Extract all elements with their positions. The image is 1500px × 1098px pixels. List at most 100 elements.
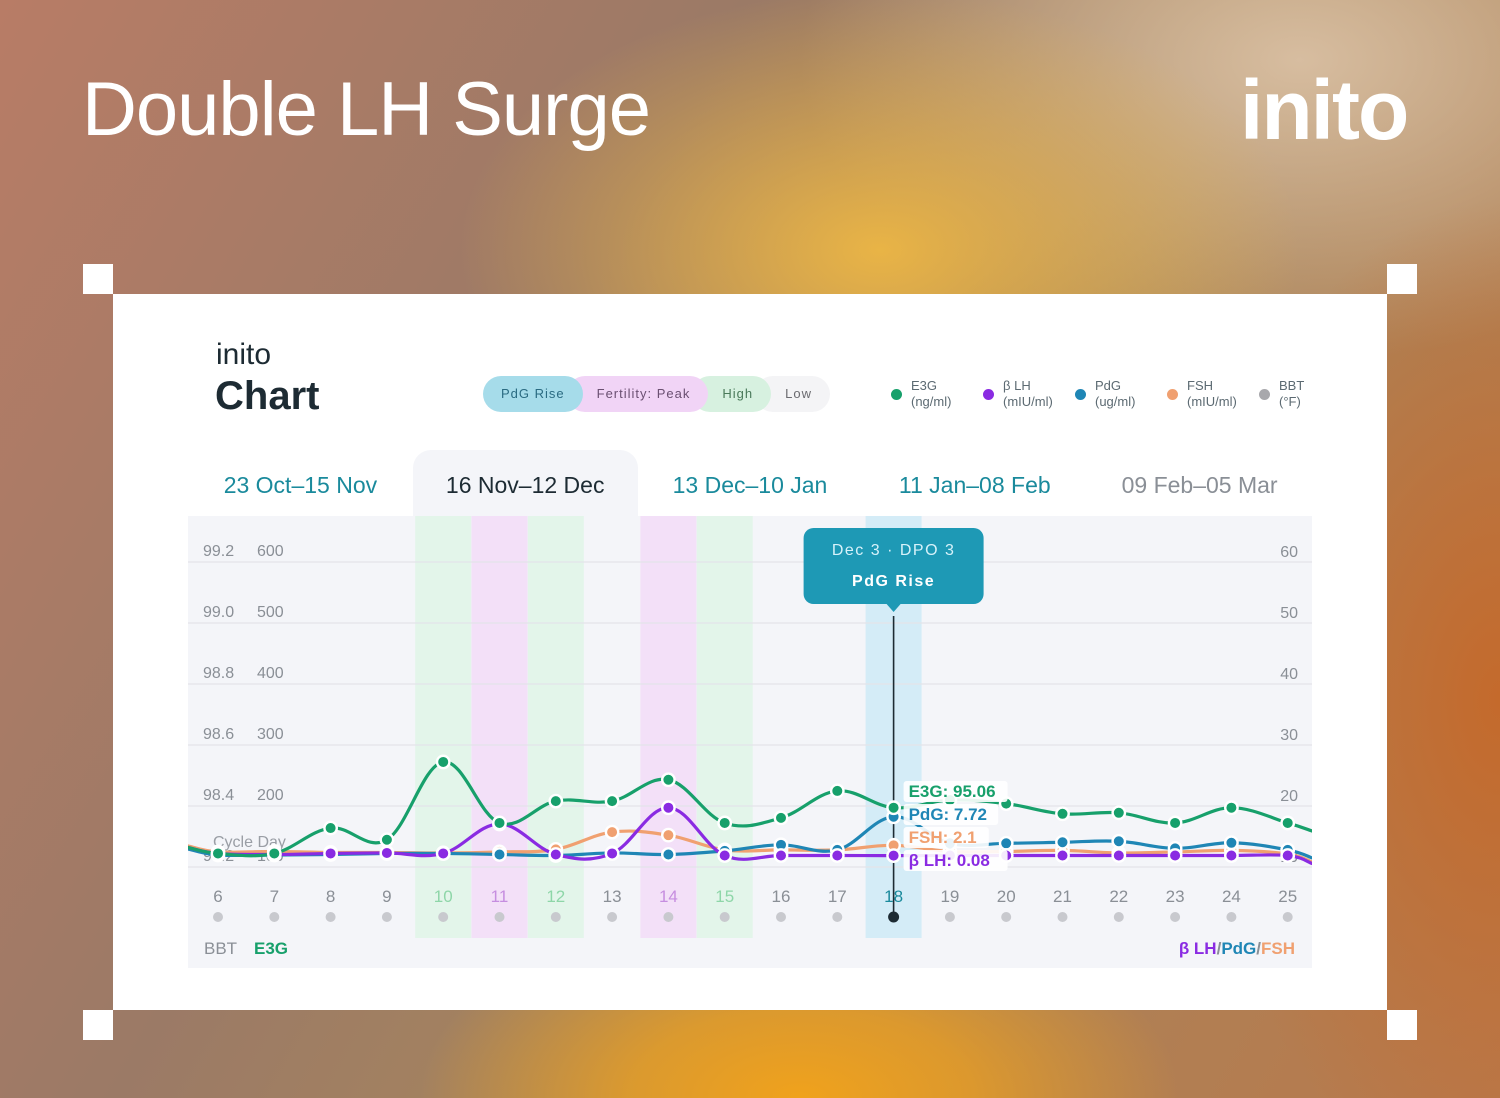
bbt-axis-label: BBT bbox=[204, 939, 237, 958]
phase-band-day-14 bbox=[640, 516, 697, 938]
phase-band-day-10 bbox=[415, 516, 472, 938]
e3g-tick-label: 400 bbox=[257, 665, 284, 682]
readout-pdg: PdG: 7.72 bbox=[909, 805, 987, 824]
point-fsh-day-14 bbox=[660, 827, 676, 843]
legend-bbt-unit: (°F) bbox=[1279, 394, 1301, 409]
right-axis-tick-label: 50 bbox=[1280, 605, 1298, 622]
legend-fsh-unit: (mIU/ml) bbox=[1187, 394, 1237, 409]
legend-bbt-name: BBT bbox=[1279, 378, 1305, 393]
point-e3g-day-22 bbox=[1111, 805, 1127, 821]
tab-cycle-5[interactable]: 09 Feb–05 Mar bbox=[1121, 472, 1278, 498]
point-lh-day-15 bbox=[717, 848, 733, 863]
point-lh-day-21 bbox=[1055, 848, 1070, 863]
legend-dot-lh bbox=[983, 388, 994, 400]
cycle-day-label: Cycle Day bbox=[213, 834, 286, 851]
tab-cycle-2[interactable]: 16 Nov–12 Dec bbox=[412, 450, 638, 516]
point-lh-day-14 bbox=[660, 800, 676, 816]
day-label: 14 bbox=[659, 887, 678, 906]
day-label: 11 bbox=[491, 887, 509, 906]
bbt-dot-day-13 bbox=[607, 912, 618, 922]
bbt-dot-day-9 bbox=[381, 912, 392, 922]
frame-corner-bottom-right bbox=[1387, 1010, 1417, 1040]
e3g-tick-label: 600 bbox=[257, 543, 284, 560]
day-label: 16 bbox=[772, 887, 791, 906]
phase-band-day-15 bbox=[696, 516, 753, 938]
phase-pill-pdg-rise: PdG Rise bbox=[483, 376, 583, 412]
phase-pill-fertility-peak: Fertility: Peak bbox=[566, 376, 709, 412]
frame-corner-top-right bbox=[1387, 264, 1417, 294]
point-lh-day-24 bbox=[1224, 848, 1239, 863]
readout-lh-bg bbox=[903, 850, 1008, 871]
chart-card: inito Chart PdG Rise Fertility: Peak Hig… bbox=[113, 294, 1387, 1010]
point-e3g-day-24 bbox=[1224, 800, 1239, 816]
day-label: 18 bbox=[884, 887, 903, 906]
bbt-dot-day-25 bbox=[1282, 912, 1293, 922]
bbt-dot-day-23 bbox=[1170, 912, 1181, 922]
legend-item-pdg: PdG (ug/ml) bbox=[1075, 378, 1153, 410]
day-label: 20 bbox=[997, 887, 1016, 906]
e3g-tick-label: 500 bbox=[257, 604, 284, 621]
series-line-lh bbox=[188, 806, 1312, 866]
bbt-dot-day-24 bbox=[1226, 912, 1237, 922]
tooltip-phase: PdG Rise bbox=[852, 573, 935, 590]
bbt-tick-label: 99.2 bbox=[203, 543, 234, 560]
tab-cycle-3[interactable]: 13 Dec–10 Jan bbox=[672, 472, 828, 498]
day-label: 21 bbox=[1053, 887, 1072, 906]
day-label: 24 bbox=[1222, 887, 1241, 906]
legend-dot-fsh bbox=[1167, 388, 1178, 400]
hormone-chart[interactable]: 99.2 600 60 99.0 500 50 98.8 400 40 98.6 300 30 98.4… bbox=[188, 516, 1312, 968]
legend-dot-pdg bbox=[1075, 388, 1086, 400]
legend-item-fsh: FSH (mIU/ml) bbox=[1167, 378, 1245, 410]
day-label: 19 bbox=[940, 887, 959, 906]
tooltip-box bbox=[803, 528, 984, 604]
legend-fsh-name: FSH bbox=[1187, 378, 1213, 393]
bbt-dot-day-19 bbox=[944, 912, 955, 922]
day-label: 22 bbox=[1109, 887, 1128, 906]
bbt-dot-day-14 bbox=[663, 912, 674, 922]
day-label: 23 bbox=[1166, 887, 1185, 906]
card-title: Chart bbox=[215, 374, 320, 418]
point-e3g-day-21 bbox=[1055, 806, 1070, 822]
point-e3g-day-16 bbox=[773, 810, 789, 826]
point-e3g-day-15 bbox=[717, 815, 733, 831]
bbt-dot-day-8 bbox=[325, 912, 336, 922]
bbt-tick-label: 99.0 bbox=[203, 604, 234, 621]
right-axis-label-sep: / bbox=[1256, 939, 1261, 958]
hormone-legend: E3G (ng/ml) β LH (mIU/ml) PdG (ug/ml) FSH (m… bbox=[891, 378, 1351, 410]
cycle-tabs: 23 Oct–15 Nov 16 Nov–12 Dec 13 Dec–10 Ja… bbox=[188, 450, 1312, 516]
frame-corner-bottom-left bbox=[83, 1010, 113, 1040]
legend-e3g-name: E3G bbox=[911, 378, 938, 393]
day-label: 12 bbox=[546, 887, 565, 906]
day-label: 7 bbox=[270, 887, 279, 906]
legend-item-bbt: BBT (°F) bbox=[1259, 378, 1337, 410]
point-lh-day-25 bbox=[1280, 848, 1296, 863]
point-pdg-day-14 bbox=[660, 847, 676, 862]
point-lh-day-12 bbox=[548, 847, 564, 862]
point-e3g-day-14 bbox=[660, 772, 676, 788]
point-lh-day-16 bbox=[773, 848, 789, 863]
legend-item-e3g: E3G (ng/ml) bbox=[891, 378, 969, 410]
frame-corner-top-left bbox=[83, 264, 113, 294]
legend-item-lh: β LH (mIU/ml) bbox=[983, 378, 1061, 410]
readout-fsh-bg bbox=[903, 827, 989, 848]
point-pdg-day-24 bbox=[1224, 835, 1239, 851]
tab-cycle-4[interactable]: 11 Jan–08 Feb bbox=[898, 472, 1051, 498]
readout-e3g: E3G: 95.06 bbox=[909, 782, 996, 801]
day-label: 6 bbox=[213, 887, 222, 906]
bbt-dot-day-12 bbox=[550, 912, 561, 922]
hormone-chart-svg[interactable]: 99.2 600 60 99.0 500 50 98.8 400 40 98.6 300 30 98.4… bbox=[188, 516, 1312, 968]
point-lh-day-18 bbox=[886, 848, 901, 863]
legend-dot-bbt bbox=[1259, 388, 1270, 400]
point-e3g-day-12 bbox=[548, 793, 564, 809]
point-fsh-day-13 bbox=[604, 824, 620, 840]
point-e3g-day-10 bbox=[435, 754, 451, 770]
tooltip-arrow bbox=[886, 604, 901, 612]
point-e3g-day-11 bbox=[492, 815, 507, 831]
phase-band-day-12 bbox=[527, 516, 584, 938]
point-pdg-day-20 bbox=[998, 835, 1014, 851]
point-lh-day-22 bbox=[1111, 848, 1127, 863]
point-e3g-day-8 bbox=[323, 820, 339, 836]
readout-pdg-bg bbox=[903, 804, 999, 825]
day-label: 8 bbox=[326, 887, 335, 906]
tab-cycle-1[interactable]: 23 Oct–15 Nov bbox=[223, 472, 378, 498]
